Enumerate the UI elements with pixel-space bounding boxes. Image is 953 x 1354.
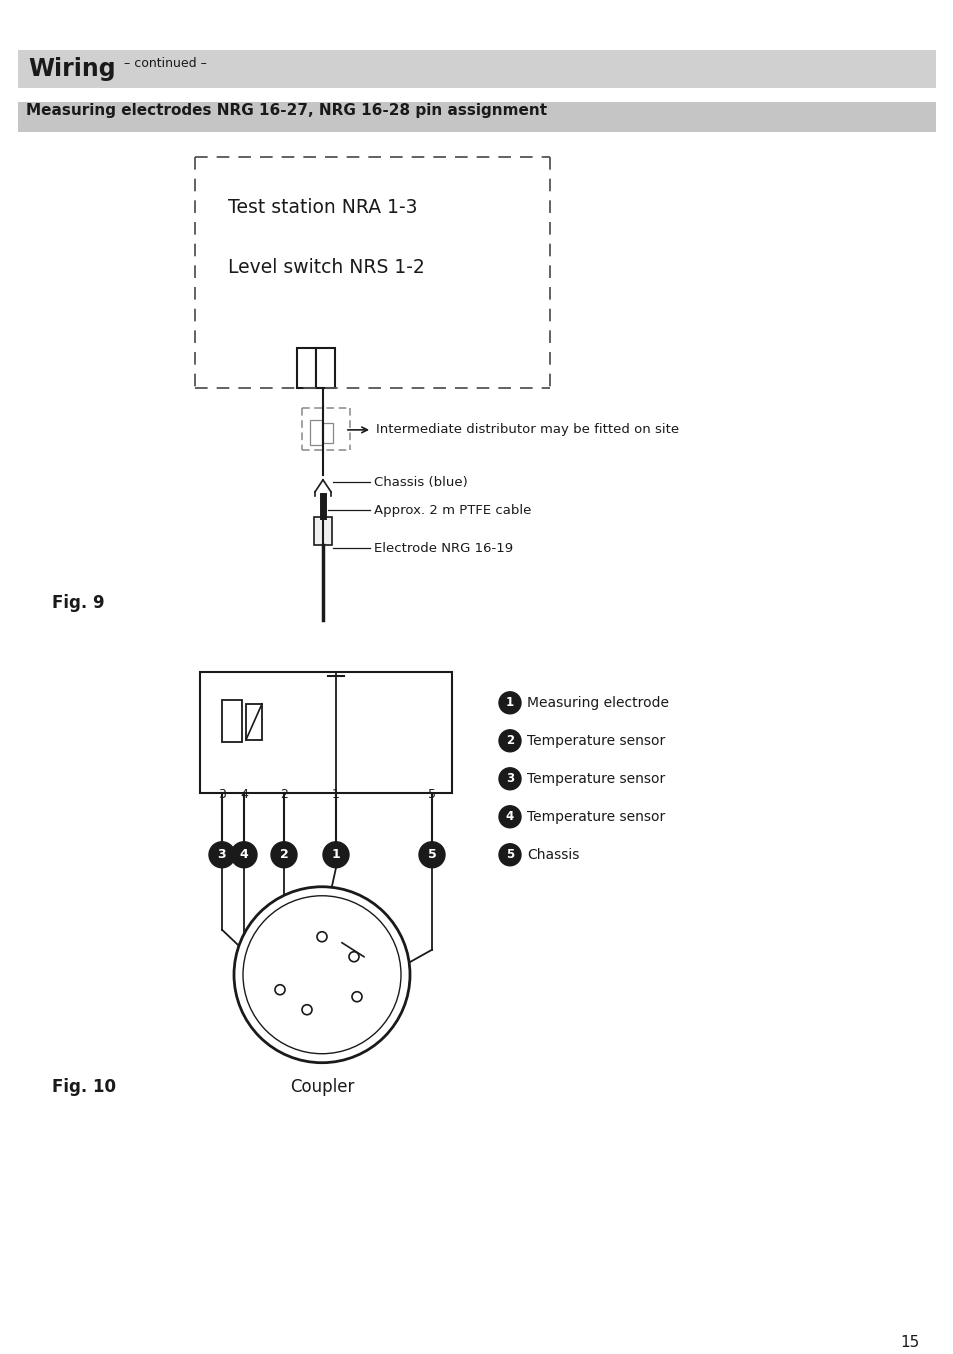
Text: Fig. 10: Fig. 10 [52,1078,116,1095]
Circle shape [498,692,520,714]
Circle shape [233,887,410,1063]
Circle shape [302,1005,312,1014]
Circle shape [498,730,520,751]
Bar [323,422,333,443]
Bar [246,704,262,739]
Text: 2: 2 [505,734,514,747]
Text: 4: 4 [505,810,514,823]
Text: 2: 2 [280,788,288,800]
Text: Approx. 2 m PTFE cable: Approx. 2 m PTFE cable [374,504,531,517]
Text: Wiring: Wiring [28,57,115,81]
Text: 1: 1 [332,848,340,861]
Text: 5: 5 [428,788,436,800]
Bar [296,348,315,387]
Text: Measuring electrode: Measuring electrode [526,696,668,709]
Text: – continued –: – continued – [120,57,207,70]
Circle shape [352,991,361,1002]
Text: 3: 3 [505,772,514,785]
Circle shape [349,952,358,961]
Text: 4: 4 [239,848,248,861]
Text: Chassis (blue): Chassis (blue) [374,475,467,489]
Text: Temperature sensor: Temperature sensor [526,772,664,785]
Text: 5: 5 [505,848,514,861]
Bar [310,420,322,445]
Circle shape [271,842,296,868]
Text: Temperature sensor: Temperature sensor [526,734,664,747]
Bar [18,102,935,131]
Text: Temperature sensor: Temperature sensor [526,810,664,823]
Text: Coupler: Coupler [290,1078,354,1095]
Circle shape [323,842,349,868]
Text: Electrode NRG 16-19: Electrode NRG 16-19 [374,542,513,555]
Bar [314,517,332,544]
Circle shape [274,984,285,995]
Text: 1: 1 [332,788,339,800]
Text: 3: 3 [218,788,226,800]
Bar [18,50,935,88]
Text: 3: 3 [217,848,226,861]
Bar [315,348,335,387]
Circle shape [243,896,400,1053]
Text: Intermediate distributor may be fitted on site: Intermediate distributor may be fitted o… [375,422,679,436]
Circle shape [316,932,327,942]
Circle shape [209,842,234,868]
Circle shape [418,842,444,868]
Text: Fig. 9: Fig. 9 [52,594,105,612]
Circle shape [498,768,520,789]
Text: Level switch NRS 1-2: Level switch NRS 1-2 [228,257,424,278]
Text: Test station NRA 1-3: Test station NRA 1-3 [228,198,417,217]
Circle shape [498,844,520,865]
Text: 2: 2 [279,848,288,861]
Circle shape [231,842,256,868]
Text: 4: 4 [240,788,248,800]
Bar [222,700,242,742]
Bar [200,672,452,793]
Text: 5: 5 [427,848,436,861]
Text: 15: 15 [900,1335,919,1350]
Circle shape [498,806,520,827]
Text: Chassis: Chassis [526,848,578,861]
Text: Measuring electrodes NRG 16-27, NRG 16-28 pin assignment: Measuring electrodes NRG 16-27, NRG 16-2… [26,103,547,118]
Text: 1: 1 [505,696,514,709]
